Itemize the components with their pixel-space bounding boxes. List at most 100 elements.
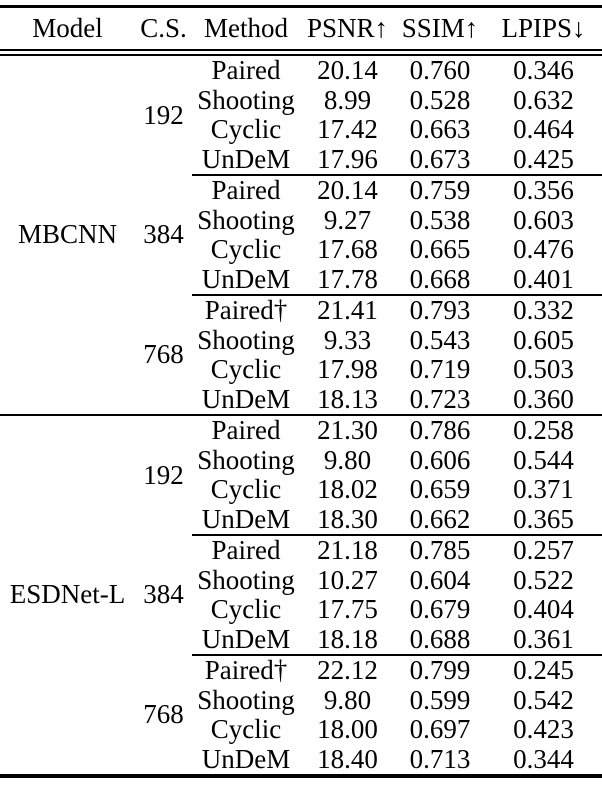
- lpips-cell: 0.245: [485, 654, 602, 686]
- psnr-cell: 17.98: [317, 354, 378, 384]
- psnr-cell: 21.30: [300, 414, 395, 446]
- lpips-cell: 0.603: [513, 204, 574, 235]
- method-cell: Cyclic: [210, 474, 282, 504]
- table-row: Cyclic 17.75 0.679 0.404: [0, 594, 602, 625]
- table-row: MBCNN 192 Paired 20.14 0.760 0.346: [0, 53, 602, 249]
- table-body: MBCNN 192 Paired 20.14 0.760 0.346 Shooting 8.9…: [0, 53, 602, 777]
- table-row: Shooting 9.27 0.538 0.603: [0, 204, 602, 236]
- lpips-cell: 0.522: [513, 564, 574, 595]
- ssim-cell: 0.604: [409, 564, 471, 595]
- psnr-cell: 17.75: [317, 594, 378, 624]
- table-row: 768 Paired† 21.41 0.793 0.332: [0, 294, 602, 369]
- cs-cell: 192: [143, 99, 184, 130]
- method-cell: UnDeM: [201, 143, 291, 174]
- table-row: UnDeM 17.96 0.673 0.425: [0, 143, 602, 176]
- psnr-cell: 10.27: [317, 564, 378, 595]
- method-cell: UnDeM: [201, 383, 291, 414]
- results-table: Model C.S. Method PSNR↑ SSIM↑ LPIPS↓ MBC…: [0, 5, 602, 778]
- method-cell: Cyclic: [210, 714, 282, 744]
- ssim-cell: 0.793: [395, 294, 485, 326]
- table-row: 384 Paired 21.18 0.785 0.257: [0, 534, 602, 609]
- ssim-cell: 0.606: [409, 444, 471, 475]
- lpips-cell: 0.365: [513, 503, 574, 534]
- method-cell: Shooting: [197, 444, 295, 475]
- ssim-cell: 0.599: [409, 684, 471, 715]
- method-cell: Shooting: [197, 324, 295, 355]
- method-cell: Shooting: [197, 684, 295, 715]
- ssim-cell: 0.786: [395, 414, 485, 446]
- method-cell: Shooting: [197, 84, 295, 115]
- lpips-cell: 0.360: [513, 383, 574, 414]
- cs-cell: 192: [135, 414, 192, 535]
- table-row: Cyclic 17.68 0.665 0.476: [0, 234, 602, 265]
- ssim-cell: 0.662: [409, 503, 471, 534]
- psnr-cell: 18.30: [317, 503, 378, 534]
- psnr-cell: 21.18: [300, 534, 395, 566]
- table-row: Shooting 9.80 0.606 0.544: [0, 444, 602, 476]
- table-row: UnDeM 18.30 0.662 0.365: [0, 503, 602, 536]
- table-row: Cyclic 18.00 0.697 0.423: [0, 714, 602, 745]
- psnr-cell: 9.27: [323, 204, 372, 235]
- psnr-cell: 20.14: [317, 55, 378, 85]
- col-header-ssim: SSIM↑: [395, 6, 485, 56]
- lpips-cell: 0.423: [513, 714, 574, 744]
- ssim-cell: 0.723: [409, 383, 471, 414]
- cs-cell: 768: [143, 338, 184, 369]
- lpips-cell: 0.346: [513, 55, 574, 85]
- psnr-cell: 17.42: [317, 114, 378, 144]
- table-row: 768 Paired† 22.12 0.799 0.245: [0, 654, 602, 729]
- col-header-method: Method: [192, 6, 300, 56]
- lpips-cell: 0.542: [513, 684, 574, 715]
- psnr-cell: 18.40: [317, 743, 378, 774]
- lpips-cell: 0.544: [513, 444, 574, 475]
- psnr-cell: 21.41: [300, 294, 395, 326]
- lpips-cell: 0.401: [513, 263, 574, 294]
- table-row: UnDeM 18.40 0.713 0.344: [0, 743, 602, 777]
- ssim-cell: 0.760: [409, 55, 471, 85]
- psnr-cell: 18.13: [317, 383, 378, 414]
- cs-cell: 384: [143, 579, 184, 610]
- table-row: Cyclic 17.42 0.663 0.464: [0, 114, 602, 145]
- ssim-cell: 0.659: [409, 474, 471, 504]
- method-cell: Cyclic: [210, 234, 282, 264]
- table-row: UnDeM 18.13 0.723 0.360: [0, 383, 602, 416]
- method-cell: UnDeM: [201, 263, 291, 294]
- col-header-cs: C.S.: [135, 6, 192, 56]
- lpips-cell: 0.632: [513, 84, 574, 115]
- col-header-lpips: LPIPS↓: [485, 6, 602, 56]
- psnr-cell: 18.02: [317, 474, 378, 504]
- lpips-cell: 0.404: [513, 594, 574, 624]
- method-cell: Cyclic: [210, 114, 282, 144]
- psnr-cell: 18.18: [317, 623, 378, 654]
- method-cell: Shooting: [197, 564, 295, 595]
- psnr-cell: 17.78: [317, 263, 378, 294]
- lpips-cell: 0.258: [485, 414, 602, 446]
- lpips-cell: 0.332: [485, 294, 602, 326]
- ssim-cell: 0.663: [409, 114, 471, 144]
- table-row: Cyclic 18.02 0.659 0.371: [0, 474, 602, 505]
- cs-cell: 768: [143, 698, 184, 729]
- lpips-cell: 0.464: [513, 114, 574, 144]
- col-header-psnr: PSNR↑: [300, 6, 395, 56]
- table-row: Shooting 9.80 0.599 0.542: [0, 684, 602, 716]
- model-cell: MBCNN: [17, 219, 118, 250]
- table-row: 384 Paired 20.14 0.759 0.356: [0, 174, 602, 249]
- lpips-cell: 0.257: [485, 534, 602, 566]
- lpips-cell: 0.503: [513, 354, 574, 384]
- lpips-cell: 0.356: [485, 174, 602, 206]
- psnr-cell: 9.33: [323, 324, 372, 355]
- table-row: ESDNet-L 192 Paired 21.30 0.786 0.258: [0, 414, 602, 776]
- ssim-cell: 0.719: [409, 354, 471, 384]
- ssim-cell: 0.759: [395, 174, 485, 206]
- ssim-cell: 0.668: [409, 263, 471, 294]
- ssim-cell: 0.785: [395, 534, 485, 566]
- header-row: Model C.S. Method PSNR↑ SSIM↑ LPIPS↓: [0, 6, 602, 56]
- cs-cell: 384: [143, 219, 184, 250]
- method-cell: Paired: [192, 174, 300, 206]
- model-cell: ESDNet-L: [0, 414, 135, 776]
- col-header-model: Model: [0, 6, 135, 56]
- lpips-cell: 0.344: [513, 743, 574, 774]
- method-cell: Shooting: [197, 204, 295, 235]
- lpips-cell: 0.371: [513, 474, 574, 504]
